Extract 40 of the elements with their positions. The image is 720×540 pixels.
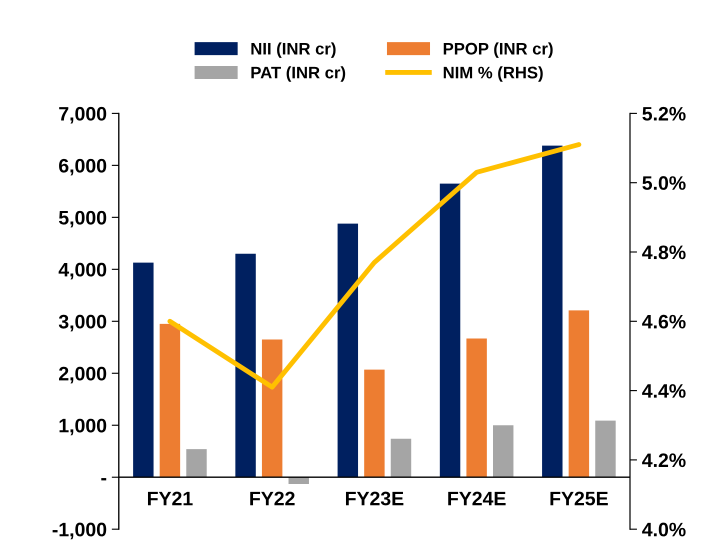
y-tick-label: 1,000 bbox=[60, 418, 106, 436]
bar bbox=[364, 370, 385, 478]
y2-tick-label: 4.2% bbox=[642, 453, 686, 468]
y2-tick-label: 4.0% bbox=[642, 522, 686, 536]
y-tick-label: -1,000 bbox=[52, 522, 106, 540]
bar bbox=[160, 324, 180, 478]
y2-tick-label: 4.4% bbox=[642, 384, 686, 398]
legend-label: PAT (INR cr) bbox=[251, 66, 346, 82]
y-tick-label: - bbox=[101, 478, 106, 480]
line-series bbox=[167, 142, 582, 390]
y2-tick-label: 5.2% bbox=[642, 106, 686, 121]
bar bbox=[235, 254, 256, 478]
y-tick-label: 2,000 bbox=[59, 366, 106, 384]
legend-label: NII (INR cr) bbox=[251, 42, 336, 58]
bar bbox=[466, 338, 487, 478]
bar bbox=[338, 224, 358, 478]
bar bbox=[390, 438, 412, 478]
y-tick-label: 7,000 bbox=[59, 106, 106, 124]
y-tick-label: 3,000 bbox=[58, 314, 106, 332]
bar bbox=[542, 146, 563, 478]
bar bbox=[595, 420, 616, 478]
bar bbox=[493, 425, 514, 478]
y2-tick-label: 4.8% bbox=[642, 245, 686, 260]
bar bbox=[186, 449, 207, 478]
y-tick-label: 5,000 bbox=[58, 210, 106, 228]
bar bbox=[568, 310, 590, 478]
bar bbox=[133, 262, 154, 478]
y-tick-label: 4,000 bbox=[58, 262, 106, 280]
x-tick-label: FY23E bbox=[346, 492, 404, 506]
legend-label: PPOP (INR cr) bbox=[444, 42, 553, 58]
y2-tick-label: 4.6% bbox=[642, 314, 686, 329]
bar bbox=[262, 339, 282, 478]
bar bbox=[440, 184, 460, 478]
y-tick-label: 6,000 bbox=[59, 158, 106, 176]
x-tick-label: FY25E bbox=[550, 492, 608, 506]
y2-tick-label: 5.0% bbox=[642, 176, 686, 190]
x-tick-label: FY24E bbox=[448, 492, 506, 506]
legend-label: NIM % (RHS) bbox=[444, 66, 543, 82]
x-tick-label: FY21 bbox=[148, 492, 193, 506]
x-tick-label: FY22 bbox=[250, 492, 295, 506]
